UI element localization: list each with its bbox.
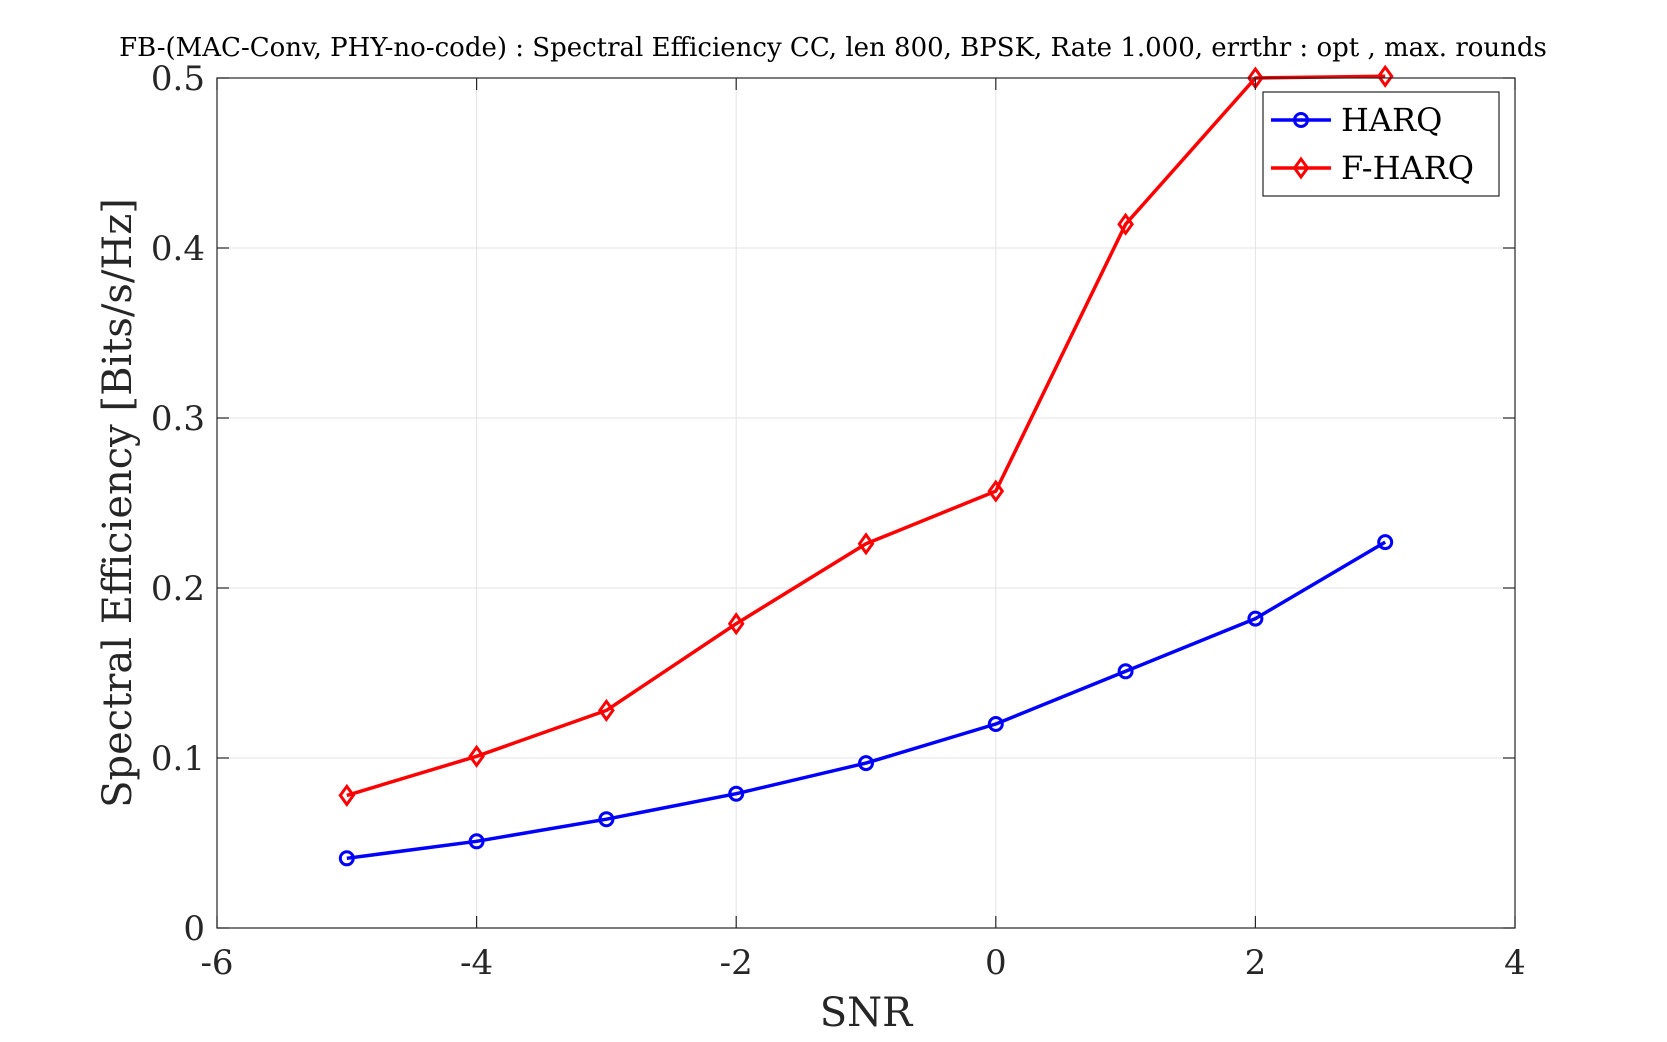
legend: HARQ F-HARQ (1262, 91, 1500, 197)
data-point (1117, 212, 1134, 236)
plot-area-frame (216, 77, 1516, 929)
legend-label: HARQ (1341, 101, 1442, 139)
data-point (1377, 534, 1394, 551)
series-line (346, 540, 1387, 861)
x-tick-label: -6 (200, 943, 233, 983)
series-f-harq (338, 64, 1394, 807)
x-axis-label: SNR (820, 990, 914, 1036)
legend-marker (1293, 112, 1309, 128)
data-point (338, 850, 355, 867)
y-tick-label: 0 (183, 909, 205, 949)
y-tick-label: 0.1 (151, 739, 205, 779)
data-point (468, 833, 485, 850)
data-point (1247, 610, 1264, 627)
data-point (598, 698, 615, 722)
data-point (598, 811, 615, 828)
data-point (987, 479, 1005, 503)
data-point (857, 532, 875, 556)
data-point (858, 755, 874, 772)
legend-entry: F-HARQ (1271, 149, 1474, 187)
y-tick-labels: 0 0.1 0.2 0.3 0.4 0.5 (151, 59, 205, 949)
x-tick-label: -4 (460, 943, 493, 983)
legend-label: F-HARQ (1341, 149, 1474, 187)
grid (216, 77, 1516, 929)
x-tick-label: 4 (1504, 943, 1526, 983)
x-tick-label: -2 (720, 943, 753, 983)
data-point (987, 716, 1004, 732)
series-layer (338, 64, 1394, 867)
y-tick-label: 0.4 (151, 229, 205, 269)
data-point (1376, 64, 1394, 88)
legend-box (1262, 91, 1500, 197)
y-tick-label: 0.2 (151, 569, 205, 609)
tick-marks (216, 77, 1516, 929)
data-point (727, 612, 745, 636)
y-tick-label: 0.5 (151, 59, 205, 99)
x-tick-labels: -6 -4 -2 0 2 4 (200, 943, 1525, 983)
legend-marker (1292, 156, 1310, 180)
chart-title: FB-(MAC-Conv, PHY-no-code) : Spectral Ef… (119, 33, 1547, 63)
data-point (1117, 663, 1134, 680)
series-line (346, 74, 1386, 798)
y-tick-label: 0.3 (151, 399, 205, 439)
data-point (468, 744, 485, 768)
legend-entry: HARQ (1271, 101, 1442, 139)
x-tick-label: 0 (985, 943, 1007, 983)
data-point (728, 785, 745, 802)
series-harq (338, 534, 1394, 867)
x-tick-label: 2 (1245, 943, 1267, 983)
data-point (338, 783, 356, 807)
y-axis-label: Spectral Efficiency [Bits/s/Hz] (95, 198, 141, 808)
